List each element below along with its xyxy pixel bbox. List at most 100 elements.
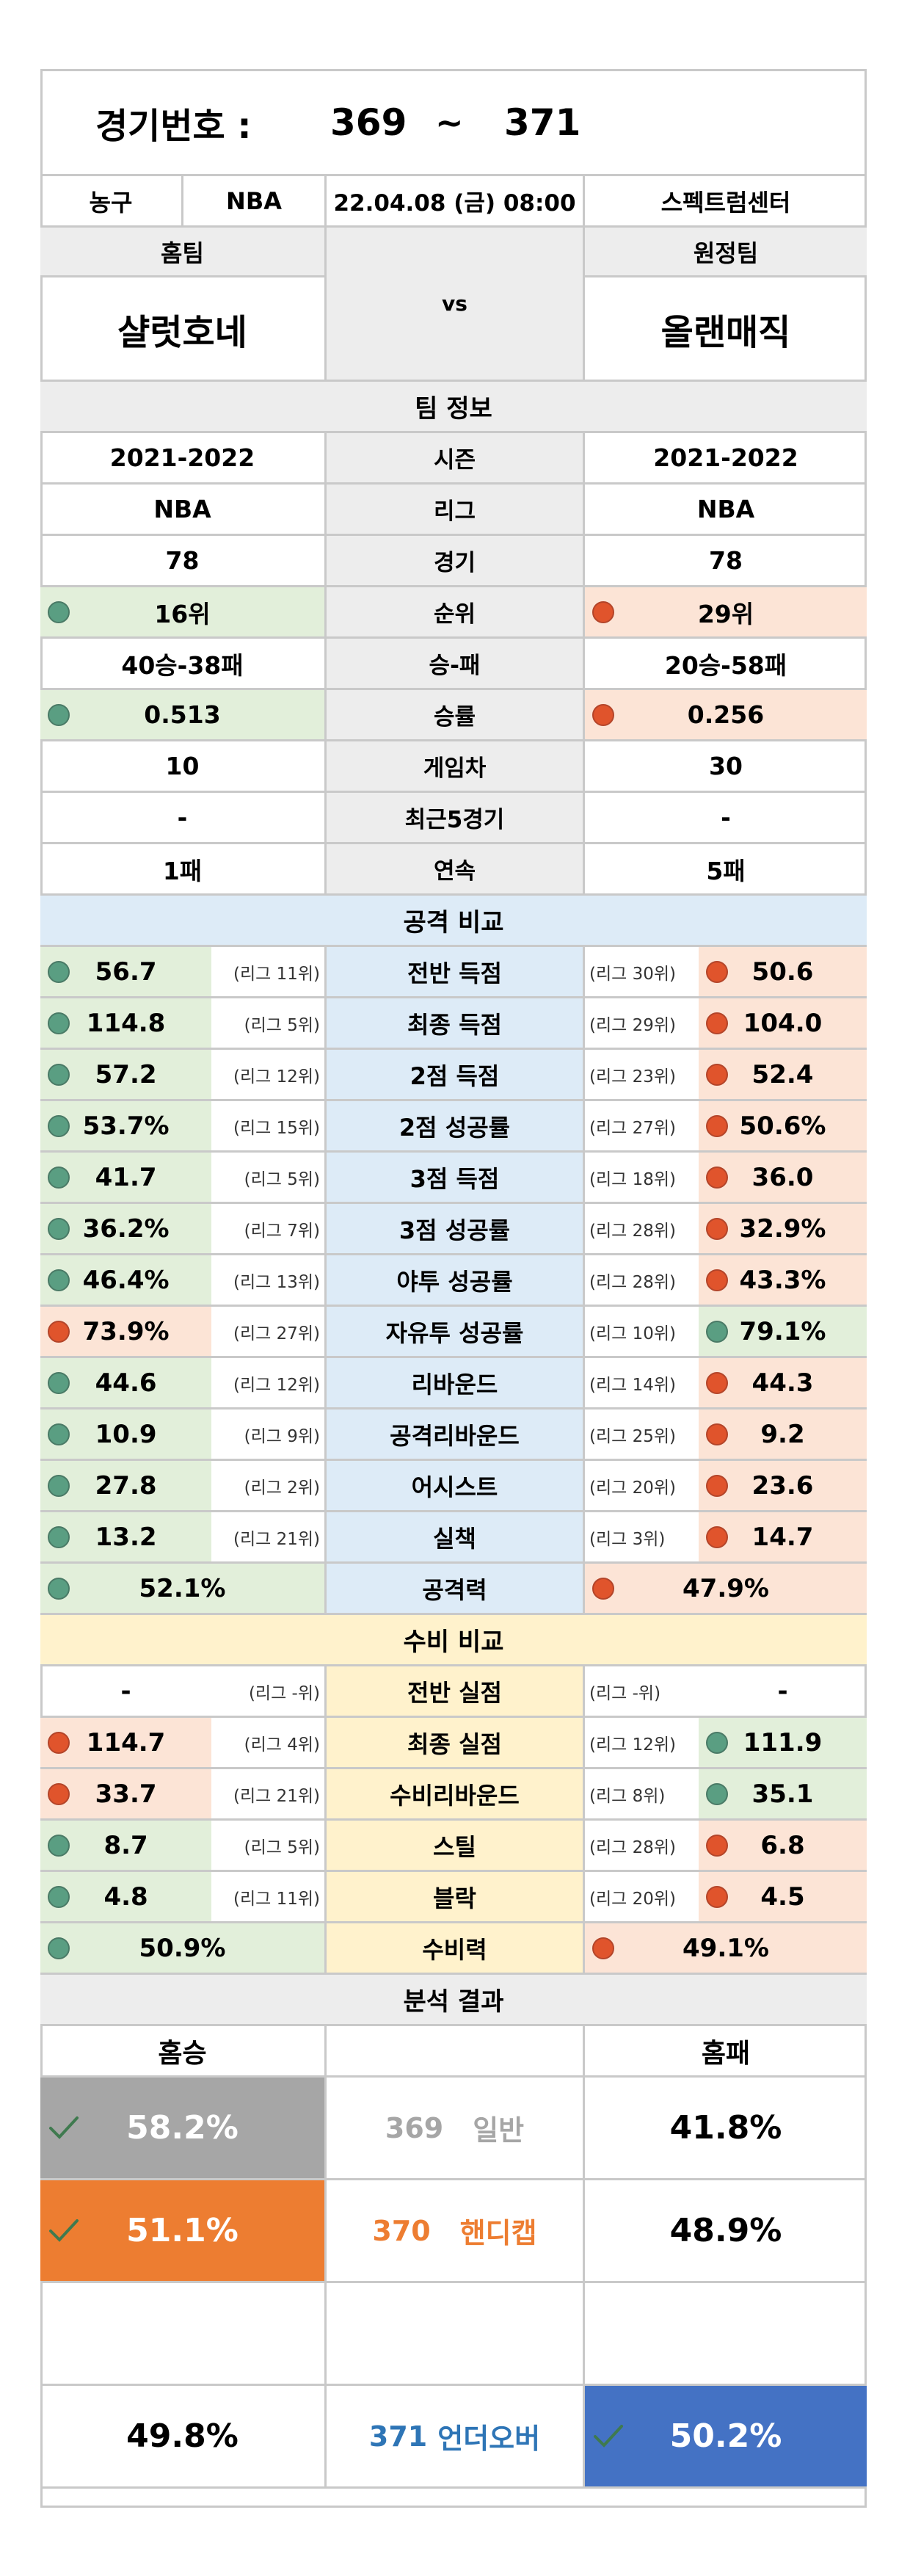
defense-header: 수비 비교	[40, 1615, 867, 1666]
home-stat: 44.6 (리그 12위)	[40, 1358, 327, 1407]
away-stat: (리그 28위) 43.3%	[585, 1255, 867, 1305]
home-value: NBA	[40, 485, 327, 534]
stat-label: 전반 득점	[327, 947, 585, 996]
away-stat-text: 35.1	[751, 1779, 814, 1809]
result-subheader-mid	[327, 2026, 585, 2075]
stat-label: 실책	[327, 1512, 585, 1561]
compare-row: 41.7 (리그 5위) 3점 득점 (리그 18위) 36.0	[40, 1153, 867, 1204]
home-league-rank: (리그 -위)	[248, 1683, 320, 1703]
home-value: 2021-2022	[40, 433, 327, 482]
away-stat-text: -	[777, 1676, 788, 1706]
home-league-rank: (리그 12위)	[233, 1067, 320, 1086]
home-stat-text: -	[120, 1676, 131, 1706]
home-value: 1패	[40, 844, 327, 893]
away-value-text: 30	[709, 752, 743, 780]
red-circle-icon	[706, 960, 728, 983]
home-league-rank: (리그 15위)	[233, 1118, 320, 1138]
home-stat: 8.7 (리그 5위)	[40, 1821, 327, 1870]
home-stat-value: 33.7	[40, 1769, 212, 1818]
away-stat: (리그 30위) 50.6	[585, 947, 867, 996]
home-stat-value: 13.2	[40, 1512, 212, 1561]
sport-cell: 농구	[40, 176, 183, 225]
stat-label: 수비리바운드	[327, 1769, 585, 1818]
away-stat-text: 52.4	[751, 1059, 814, 1089]
home-league-rank: (리그 12위)	[233, 1375, 320, 1395]
away-stat-value: 52.4	[699, 1050, 867, 1099]
stat-label: 자유투 성공률	[327, 1307, 585, 1356]
away-stat-value: 6.8	[699, 1821, 867, 1870]
away-value-text: 29위	[697, 599, 754, 628]
red-circle-icon	[706, 1114, 728, 1137]
bet-number: 370	[372, 2214, 431, 2247]
home-stat-text: 114.8	[86, 1008, 166, 1038]
home-stat: 46.4% (리그 13위)	[40, 1255, 327, 1305]
home-value: 0.513	[40, 690, 327, 739]
compare-row: 114.7 (리그 4위) 최종 실점 (리그 12위) 111.9	[40, 1718, 867, 1769]
home-power-text: 50.9%	[139, 1933, 226, 1963]
red-circle-icon	[706, 1012, 728, 1034]
away-stat-text: 14.7	[751, 1522, 814, 1552]
match-number-to: 371	[504, 101, 581, 144]
attack-header: 공격 비교	[40, 896, 867, 947]
away-league-rank: (리그 18위)	[589, 1169, 677, 1189]
home-stat-text: 56.7	[95, 957, 157, 987]
home-stat: 27.8 (리그 2위)	[40, 1461, 327, 1510]
home-stat-text: 36.2%	[82, 1213, 170, 1244]
home-loss-text: 41.8%	[669, 2109, 782, 2147]
stat-label: 승률	[327, 690, 585, 739]
red-circle-icon	[706, 1217, 728, 1240]
away-stat-value: 36.0	[699, 1153, 867, 1202]
green-circle-icon	[48, 1217, 70, 1240]
home-loss-header: 홈패	[701, 2038, 751, 2069]
away-league-rank: (리그 28위)	[589, 1272, 677, 1292]
away-stat-value: 79.1%	[699, 1307, 867, 1356]
green-circle-icon	[48, 1063, 70, 1086]
match-number-tilde: ~	[435, 103, 464, 142]
home-stat-text: 46.4%	[82, 1265, 170, 1295]
stat-label: 경기	[327, 536, 585, 585]
result-subheader: 홈승 홈패	[40, 2026, 867, 2078]
away-league-rank: (리그 20위)	[589, 1478, 677, 1498]
home-stat-text: 27.8	[95, 1470, 157, 1501]
bet-type: 371 언더오버	[327, 2386, 585, 2486]
result-header: 분석 결과	[40, 1975, 867, 2026]
home-stat: 73.9% (리그 27위)	[40, 1307, 327, 1356]
compare-row: - (리그 -위) 전반 실점 (리그 -위) -	[40, 1666, 867, 1718]
match-number-label: 경기번호 :	[95, 106, 252, 147]
away-value: NBA	[585, 485, 867, 534]
red-circle-icon	[706, 1166, 728, 1189]
home-stat-text: 8.7	[103, 1830, 148, 1860]
home-power: 52.1%	[40, 1564, 327, 1613]
away-power-text: 49.1%	[682, 1933, 769, 1963]
stat-label: 3점 득점	[327, 1153, 585, 1202]
home-value: -	[40, 793, 327, 842]
compare-row: 10.9 (리그 9위) 공격리바운드 (리그 25위) 9.2	[40, 1409, 867, 1461]
red-circle-icon	[48, 1782, 70, 1805]
red-circle-icon	[706, 1885, 728, 1908]
away-stat-value: 4.5	[699, 1872, 867, 1921]
away-stat: (리그 28위) 6.8	[585, 1821, 867, 1870]
team-info-row: - 최근5경기 -	[40, 793, 867, 844]
compare-row: 27.8 (리그 2위) 어시스트 (리그 20위) 23.6	[40, 1461, 867, 1512]
bet-name: 핸디캡	[459, 2217, 537, 2249]
home-stat-value: 44.6	[40, 1358, 212, 1407]
compare-row: 4.8 (리그 11위) 블락 (리그 20위) 4.5	[40, 1872, 867, 1923]
home-league-rank: (리그 11위)	[233, 964, 320, 984]
home-league-rank: (리그 5위)	[244, 1837, 320, 1857]
home-league-rank: (리그 13위)	[233, 1272, 320, 1292]
team-info-header: 팀 정보	[40, 382, 867, 433]
home-league-rank: (리그 21위)	[233, 1786, 320, 1806]
away-league-rank: (리그 20위)	[589, 1889, 677, 1909]
away-league-rank: (리그 12위)	[589, 1735, 677, 1755]
home-value-text: 16위	[154, 599, 211, 628]
away-value-text: 20승-58패	[664, 650, 787, 680]
home-stat-text: 73.9%	[82, 1316, 170, 1346]
home-stat-text: 53.7%	[82, 1111, 170, 1141]
home-value-text: NBA	[153, 495, 211, 523]
away-league-rank: (리그 27위)	[589, 1118, 677, 1138]
stat-label: 3점 성공률	[327, 1204, 585, 1253]
away-value-text: 78	[709, 546, 743, 575]
compare-row: 57.2 (리그 12위) 2점 득점 (리그 23위) 52.4	[40, 1050, 867, 1101]
home-loss-text: 50.2%	[669, 2417, 782, 2455]
away-league-rank: (리그 10위)	[589, 1324, 677, 1343]
